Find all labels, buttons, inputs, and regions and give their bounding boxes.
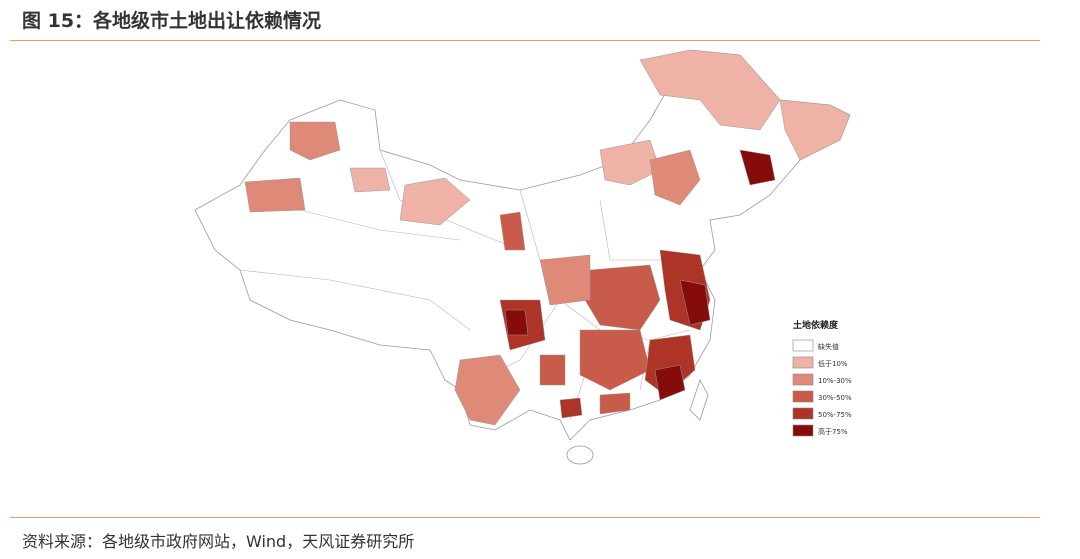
legend-label: 50%-75%	[818, 411, 852, 419]
bottom-rule	[10, 517, 1040, 518]
legend-label: 10%-30%	[818, 377, 852, 385]
top-rule	[10, 40, 1040, 41]
legend-swatch	[792, 339, 814, 352]
legend-swatch	[792, 390, 814, 403]
legend-label: 30%-50%	[818, 394, 852, 402]
taiwan	[689, 378, 709, 421]
legend-swatch	[792, 407, 814, 420]
colored-regions	[244, 49, 851, 426]
legend-swatch	[792, 424, 814, 437]
legend-label: 高于75%	[818, 427, 848, 436]
figure-title: 图 15：各地级市土地出让依赖情况	[22, 10, 322, 32]
legend-swatch	[792, 356, 814, 369]
legend-swatch	[792, 373, 814, 386]
legend-title: 土地依赖度	[793, 319, 839, 331]
legend-label: 低于10%	[818, 359, 848, 368]
source-note: 资料来源：各地级市政府网站，Wind，天风证券研究所	[22, 532, 415, 551]
legend-label: 缺失值	[818, 342, 839, 351]
hainan	[566, 445, 594, 465]
